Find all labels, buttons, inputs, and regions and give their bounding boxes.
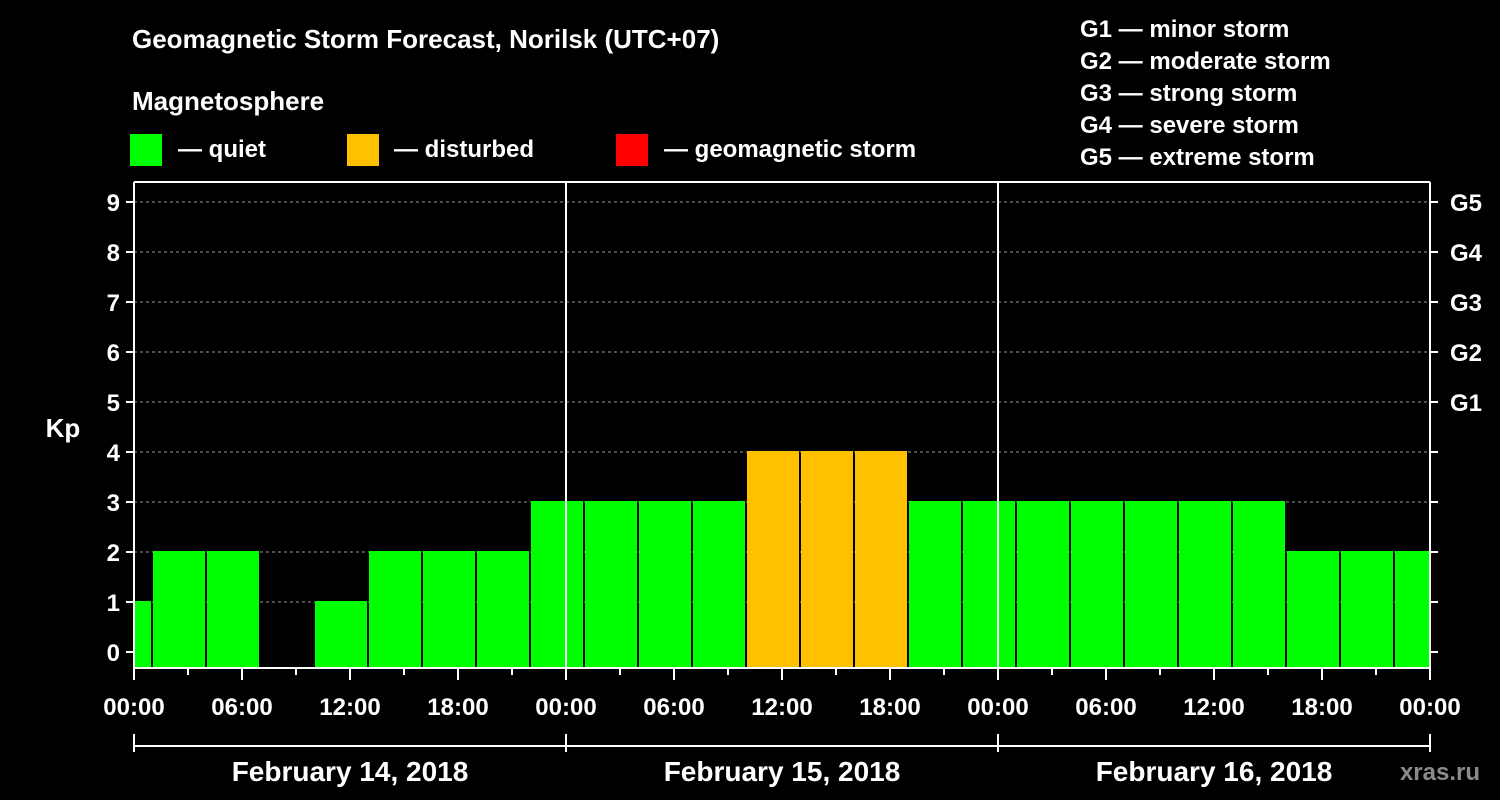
- g-scale-g2: G2 — moderate storm: [1080, 48, 1331, 75]
- kp-bar: [369, 551, 421, 668]
- legend-label-storm: — geomagnetic storm: [664, 136, 916, 163]
- x-tick-label: 12:00: [319, 694, 380, 721]
- y-tick-label: 7: [107, 290, 120, 317]
- kp-bar: [1071, 501, 1123, 668]
- gridlines: [134, 201, 1430, 603]
- watermark: xras.ru: [1400, 759, 1480, 786]
- kp-bar: [855, 451, 907, 668]
- date-label: February 16, 2018: [1096, 756, 1333, 787]
- kp-bar: [747, 451, 799, 668]
- y-axis-ticks: 0 1 2 3 4 5 6 7 8 9: [107, 190, 134, 667]
- x-tick-label: 00:00: [1399, 694, 1460, 721]
- g-scale-g5: G5 — extreme storm: [1080, 144, 1315, 171]
- date-label: February 15, 2018: [664, 756, 901, 787]
- legend: — quiet — disturbed — geomagnetic storm: [130, 134, 916, 166]
- kp-bar: [1287, 551, 1339, 668]
- kp-bar: [909, 501, 961, 668]
- legend-swatch-quiet: [130, 134, 162, 166]
- y-tick-label: 5: [107, 390, 120, 417]
- g-scale-g3: G3 — strong storm: [1080, 80, 1297, 107]
- right-axis-g-ticks: G1 G2 G3 G4 G5: [1430, 190, 1483, 653]
- kp-bar: [585, 501, 637, 668]
- y-tick-label: 8: [107, 240, 120, 267]
- x-tick-label: 00:00: [103, 694, 164, 721]
- x-tick-label: 06:00: [211, 694, 272, 721]
- x-tick-label: 06:00: [643, 694, 704, 721]
- kp-bar: [1233, 501, 1285, 668]
- y-axis-label: Kp: [46, 413, 81, 443]
- kp-bar: [423, 551, 475, 668]
- kp-bar: [801, 451, 853, 668]
- kp-bar: [1395, 551, 1429, 668]
- x-tick-label: 12:00: [1183, 694, 1244, 721]
- y-tick-label: 1: [107, 590, 120, 617]
- x-tick-label: 18:00: [859, 694, 920, 721]
- y-tick-label: 6: [107, 340, 120, 367]
- g-level-label: G1: [1450, 390, 1482, 417]
- x-tick-label: 00:00: [967, 694, 1028, 721]
- legend-label-disturbed: — disturbed: [394, 136, 534, 163]
- x-axis-ticks: 00:00 06:00 12:00 18:00 00:00 06:00 12:00 18:00…: [103, 668, 1461, 721]
- x-tick-label: 12:00: [751, 694, 812, 721]
- g-scale-g1: G1 — minor storm: [1080, 16, 1289, 43]
- kp-bar: [531, 501, 583, 668]
- date-label: February 14, 2018: [232, 756, 469, 787]
- y-tick-label: 0: [107, 640, 120, 667]
- kp-bar: [207, 551, 259, 668]
- kp-bar: [477, 551, 529, 668]
- kp-bar: [135, 601, 151, 668]
- kp-bar: [1341, 551, 1393, 668]
- legend-label-quiet: — quiet: [178, 136, 266, 163]
- kp-bar: [963, 501, 1015, 668]
- kp-bar: [639, 501, 691, 668]
- x-tick-label: 18:00: [1291, 694, 1352, 721]
- kp-bar: [1125, 501, 1177, 668]
- kp-bar: [1017, 501, 1069, 668]
- y-tick-label: 3: [107, 490, 120, 517]
- g-level-label: G4: [1450, 240, 1483, 267]
- chart-title: Geomagnetic Storm Forecast, Norilsk (UTC…: [132, 24, 719, 54]
- bars: [135, 451, 1429, 668]
- g-level-label: G3: [1450, 290, 1482, 317]
- x-tick-label: 06:00: [1075, 694, 1136, 721]
- legend-swatch-disturbed: [347, 134, 379, 166]
- g-level-label: G5: [1450, 190, 1482, 217]
- x-tick-label: 00:00: [535, 694, 596, 721]
- y-tick-label: 9: [107, 190, 120, 217]
- y-tick-label: 4: [107, 440, 121, 467]
- legend-title: Magnetosphere: [132, 86, 324, 116]
- g-scale-legend: G1 — minor storm G2 — moderate storm G3 …: [1080, 16, 1331, 171]
- kp-bar: [315, 601, 367, 668]
- g-scale-g4: G4 — severe storm: [1080, 112, 1299, 139]
- kp-bar: [1179, 501, 1231, 668]
- kp-bar: [153, 551, 205, 668]
- g-level-label: G2: [1450, 340, 1482, 367]
- date-labels: February 14, 2018 February 15, 2018 Februa…: [133, 734, 1431, 787]
- legend-swatch-storm: [616, 134, 648, 166]
- y-tick-label: 2: [107, 540, 120, 567]
- kp-bar: [693, 501, 745, 668]
- x-tick-label: 18:00: [427, 694, 488, 721]
